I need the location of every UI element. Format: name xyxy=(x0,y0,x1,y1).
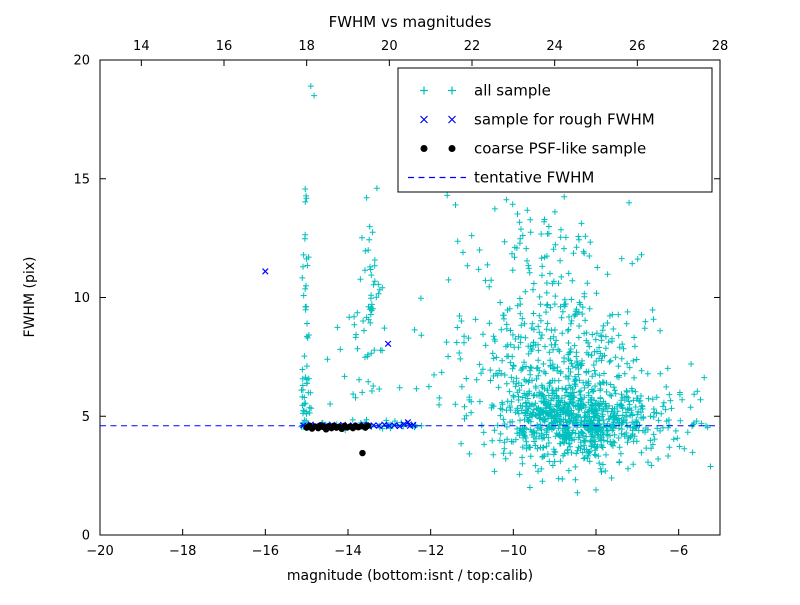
x-tick-label-top: 22 xyxy=(464,39,481,54)
y-tick-label: 0 xyxy=(82,529,90,544)
dot-marker-icon xyxy=(448,145,456,152)
coarse-psf-point xyxy=(359,449,366,457)
x-tick-label-top: 28 xyxy=(712,39,729,54)
x-tick-label-bottom: −14 xyxy=(334,544,361,559)
legend-entry-plus: all sample xyxy=(420,82,551,100)
x-marker-icon xyxy=(420,115,428,124)
x-tick-label-bottom: −10 xyxy=(500,544,527,559)
x-tick-label-bottom: −12 xyxy=(417,544,444,559)
dot-marker-icon xyxy=(420,145,428,152)
legend-entry-dot: coarse PSF-like sample xyxy=(420,140,646,158)
x-axis-bottom-ticks: −20 −18 −16 −14 −12 −10 −8 −6 xyxy=(86,529,688,559)
legend: all sample sample for rough FWHM coarse PS… xyxy=(397,67,713,193)
legend-label: sample for rough FWHM xyxy=(474,111,655,129)
legend-label: coarse PSF-like sample xyxy=(474,140,646,158)
y-tick-label: 20 xyxy=(73,54,90,69)
x-axis-label: magnitude (bottom:isnt / top:calib) xyxy=(287,568,533,584)
x-tick-label-top: 14 xyxy=(133,39,150,54)
x-tick-label-bottom: −20 xyxy=(86,544,113,559)
y-axis-label: FWHM (pix) xyxy=(22,257,38,338)
x-tick-label-top: 18 xyxy=(298,39,315,54)
legend-label: all sample xyxy=(474,82,551,100)
x-tick-label-top: 26 xyxy=(629,39,646,54)
y-tick-label: 10 xyxy=(73,291,90,306)
x-tick-label-bottom: −18 xyxy=(169,544,196,559)
series-coarse-psf-sample xyxy=(303,422,372,457)
x-tick-label-top: 16 xyxy=(216,39,233,54)
coarse-psf-point xyxy=(364,422,372,429)
legend-frame xyxy=(397,67,713,193)
x-axis-top-ticks: 14 16 18 20 22 24 26 28 xyxy=(133,39,728,66)
x-tick-label-top: 20 xyxy=(381,39,398,54)
legend-label: tentative FWHM xyxy=(474,169,594,187)
plus-marker-icon xyxy=(448,86,456,95)
y-axis-ticks: 0 5 10 15 20 xyxy=(73,54,720,544)
legend-entry-dashed-line: tentative FWHM xyxy=(408,169,594,187)
all-sample-points xyxy=(298,83,714,496)
x-tick-label-bottom: −16 xyxy=(252,544,279,559)
x-tick-label-bottom: −6 xyxy=(669,544,688,559)
x-marker-icon xyxy=(448,115,456,124)
legend-entry-x: sample for rough FWHM xyxy=(420,111,655,129)
plus-marker-icon xyxy=(420,86,428,95)
y-tick-label: 5 xyxy=(82,410,90,425)
series-all-sample xyxy=(298,83,714,496)
x-tick-label-bottom: −8 xyxy=(586,544,605,559)
y-tick-label: 15 xyxy=(73,172,90,187)
chart-title: FWHM vs magnitudes xyxy=(329,13,492,31)
x-tick-label-top: 24 xyxy=(546,39,563,54)
